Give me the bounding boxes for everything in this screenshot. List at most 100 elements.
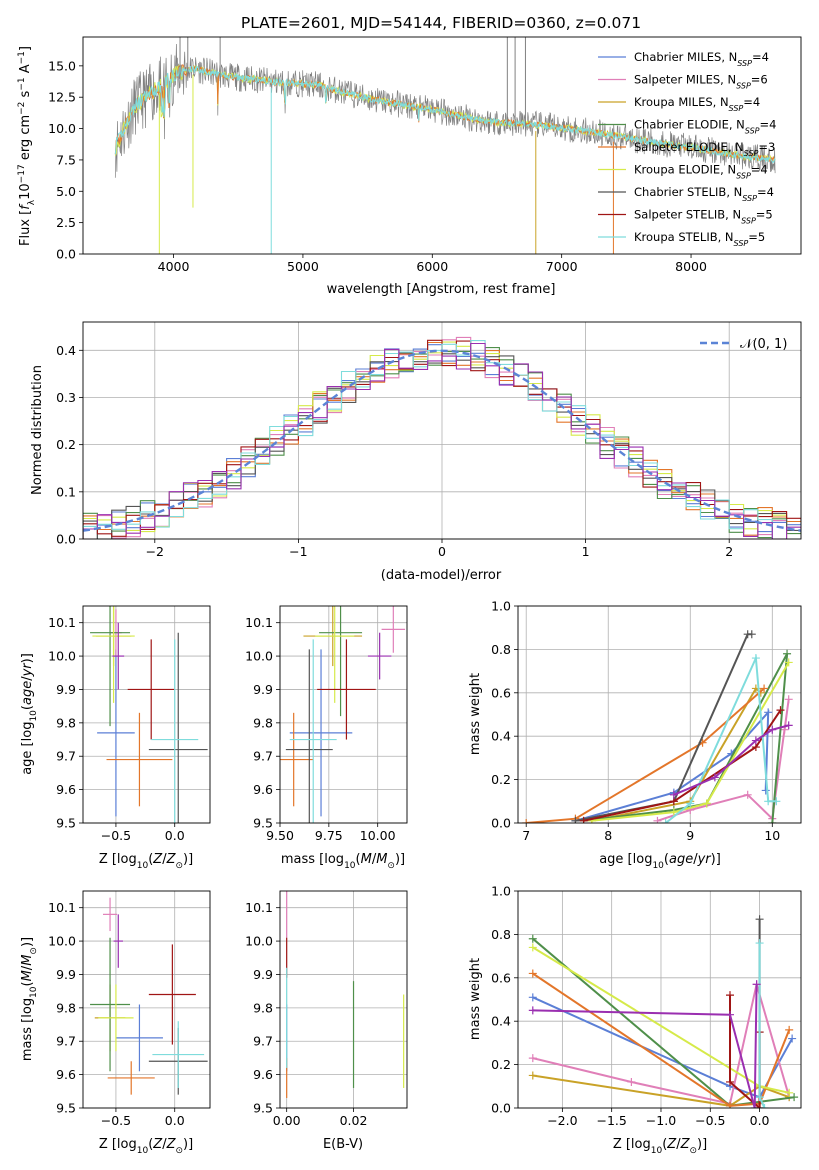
marker-point: [726, 991, 735, 1000]
y-tick-label: 9.6: [56, 782, 76, 797]
legend-entry: Kroupa ELODIE, NSSP=4: [634, 163, 768, 181]
x-axis-label: age [log10(age/yr)]: [599, 852, 721, 871]
line-salpeter-miles: [657, 699, 790, 822]
spectrum-traces: [114, 37, 776, 254]
x-tick-label: 0.0: [165, 828, 185, 843]
y-tick-label: 10.0: [48, 649, 76, 664]
axes-frame: [517, 605, 802, 824]
y-axis-label: Normed distribution: [30, 365, 45, 495]
x-tick-label: −2.0: [547, 1113, 577, 1128]
x-axis-label: mass [log10(M/M⊙)]: [281, 852, 405, 871]
legend-entry: Chabrier STELIB, NSSP=4: [634, 185, 774, 203]
marker-point: [653, 816, 662, 823]
y-tick-label: 15.0: [48, 58, 76, 73]
line-kroupa-stelib: [758, 943, 766, 1108]
line-chabrier-miles: [532, 996, 793, 1099]
x-tick-label: 10: [764, 828, 780, 843]
marker-point: [726, 1101, 735, 1108]
y-tick-label: 7.5: [56, 152, 76, 167]
marker-point: [784, 658, 793, 667]
marker-point: [755, 939, 764, 948]
marker-point: [726, 1077, 735, 1086]
marker-point: [764, 708, 773, 717]
y-tick-label: 10.0: [48, 934, 76, 949]
error-bars: [286, 891, 405, 1098]
y-tick-label: 9.8: [56, 715, 76, 730]
error-bars: [90, 897, 208, 1095]
y-tick-label: 9.7: [56, 1034, 76, 1049]
line-chabrier-elodie: [583, 653, 789, 823]
marker-point: [755, 1093, 764, 1102]
y-tick-label: 9.7: [56, 749, 76, 764]
y-tick-label: 9.6: [253, 1067, 273, 1082]
marker-point: [772, 797, 781, 806]
x-axis-label: Z [log10(Z/Z⊙)]: [99, 852, 193, 871]
legend-entry: Salpeter ELODIE, NSSP=3: [634, 140, 775, 158]
marker-point: [785, 1025, 794, 1034]
y-tick-label: 10.1: [245, 900, 273, 915]
marker-point: [784, 695, 793, 704]
y-tick-label: 0.2: [491, 1057, 511, 1072]
axes-frame: [279, 890, 408, 1109]
y-tick-label: 9.6: [253, 782, 273, 797]
y-axis-label: mass [log10(M/M⊙)]: [20, 937, 39, 1061]
x-tick-label: 0.00: [273, 1113, 301, 1128]
y-tick-label: 2.5: [56, 215, 76, 230]
marker-point: [788, 1034, 797, 1043]
y-tick-label: 1.0: [491, 599, 511, 614]
y-tick-label: 0.2: [56, 437, 76, 452]
x-tick-label: −1.0: [646, 1113, 676, 1128]
marker-point: [768, 819, 777, 823]
weight-lines: [528, 915, 799, 1108]
x-tick-label: 0.0: [165, 1113, 185, 1128]
x-tick-label: 1: [582, 544, 590, 559]
marker-point: [627, 1077, 636, 1086]
y-tick-label: 0.0: [491, 816, 511, 831]
y-tick-label: 0.4: [491, 1014, 511, 1029]
chart-residuals: −2 −1 0 1 2 0.0 0.1 0.2 0.3 0.4 𝒩(0, 1) (data-model…: [30, 321, 802, 583]
y-axis-label: age [log10(age/yr)]: [20, 653, 39, 775]
marker-point: [669, 790, 678, 799]
y-tick-label: 9.8: [253, 1000, 273, 1015]
marker-point: [783, 649, 792, 658]
line-salpeter-elodie: [526, 687, 765, 823]
marker-point: [752, 980, 761, 989]
marker-point: [686, 799, 695, 808]
y-tick-label: 9.9: [253, 682, 273, 697]
x-tick-label: 4000: [158, 259, 190, 274]
model-kroupa-stelib: [114, 65, 776, 164]
marker-point: [743, 790, 752, 799]
y-tick-label: 10.0: [245, 934, 273, 949]
gaussian-curve: [82, 349, 802, 532]
x-tick-label: −0.5: [101, 1113, 131, 1128]
histograms: [83, 336, 801, 539]
axes-frame: [82, 36, 802, 255]
x-tick-label: −0.5: [695, 1113, 725, 1128]
chart-mass-vs-ebv: 0.00 0.02 9.5 9.6 9.7 9.8 9.9 10.0 10.1 E(B-V): [245, 890, 408, 1152]
marker-point: [755, 1104, 764, 1108]
y-axis-label: Flux [fλ10−17 erg cm−2 s−1 A−1]: [17, 46, 37, 246]
axes-frame: [517, 890, 802, 1109]
x-tick-label: 8: [604, 828, 612, 843]
x-tick-label: 10.00: [360, 828, 396, 843]
y-tick-label: 9.5: [56, 1101, 76, 1116]
chart-massweight-vs-age: 7 8 9 10 0.0 0.2 0.4 0.6 0.8 1.0 age [log10(age/yr…: [468, 599, 802, 871]
axes-frame: [82, 321, 802, 540]
y-tick-label: 0.0: [491, 1101, 511, 1116]
marker-point: [528, 1071, 537, 1080]
marker-point: [669, 808, 678, 817]
weight-lines: [522, 630, 793, 823]
y-tick-label: 9.7: [253, 1034, 273, 1049]
y-tick-label: 0.0: [56, 247, 76, 262]
marker-point: [784, 721, 793, 730]
y-tick-label: 10.0: [48, 121, 76, 136]
line-salpeter-elodie: [532, 972, 791, 1107]
error-bars: [90, 606, 208, 823]
chart-massweight-vs-Z: −2.0 −1.5 −1.0 −0.5 0.0 0.0 0.2 0.4 0.6 0.8 1.0 Z […: [468, 884, 802, 1156]
marker-point: [747, 630, 756, 639]
y-tick-label: 9.6: [56, 1067, 76, 1082]
y-tick-label: 0.6: [491, 685, 511, 700]
y-tick-label: 12.5: [48, 90, 76, 105]
x-tick-label: 9.75: [315, 828, 343, 843]
y-axis-label: mass weight: [468, 673, 483, 755]
